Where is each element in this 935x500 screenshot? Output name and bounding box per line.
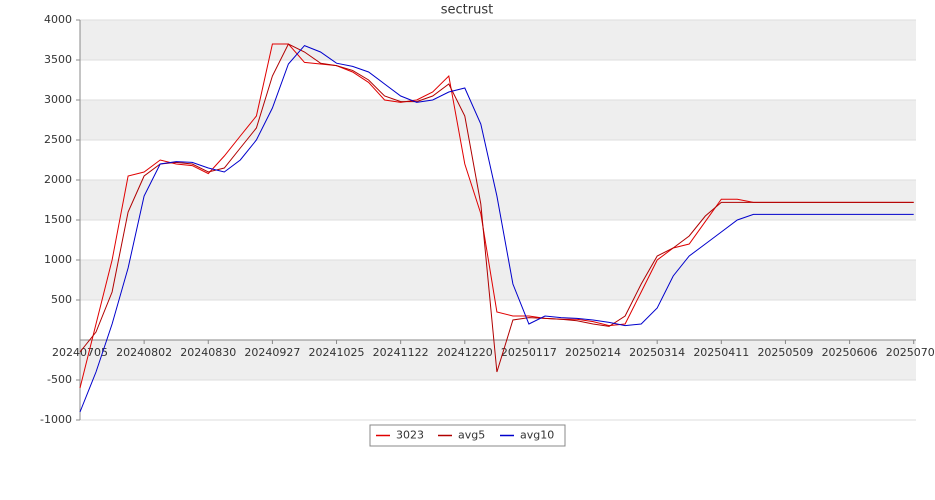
x-tick-label: 20240830: [180, 346, 236, 359]
x-tick-label: 20250411: [693, 346, 749, 359]
grid-band: [80, 340, 916, 380]
legend: 3023 avg5 avg10: [369, 424, 566, 447]
legend-label: avg5: [458, 429, 485, 442]
x-tick-label: 20250314: [629, 346, 685, 359]
series-line: [79, 43, 914, 373]
x-tick-label: 20240802: [116, 346, 172, 359]
grid-band: [80, 260, 916, 300]
y-tick-label: -500: [47, 373, 72, 386]
y-tick-label: 1500: [44, 213, 72, 226]
x-tick-label: 20241220: [437, 346, 493, 359]
y-tick-label: 3500: [44, 53, 72, 66]
x-tick-label: 20250117: [501, 346, 557, 359]
grid-band: [80, 20, 916, 60]
y-tick-label: 4000: [44, 13, 72, 26]
x-tick-label: 20250214: [565, 346, 621, 359]
y-tick-label: 1000: [44, 253, 72, 266]
x-tick-label: 20240927: [244, 346, 300, 359]
x-tick-label: 20250606: [822, 346, 878, 359]
x-tick-label: 20241122: [373, 346, 429, 359]
x-tick-label: 20240705: [52, 346, 108, 359]
y-tick-label: 2500: [44, 133, 72, 146]
legend-box: [369, 424, 566, 447]
chart-title: sectrust: [441, 3, 493, 18]
y-tick-label: -1000: [40, 413, 72, 426]
x-tick-label: 20250704: [886, 346, 935, 359]
grid-band: [80, 100, 916, 140]
x-tick-label: 20241025: [309, 346, 365, 359]
y-tick-label: 2000: [44, 173, 72, 186]
series-line: [79, 45, 914, 413]
y-tick-label: 3000: [44, 93, 72, 106]
legend-label: 3023: [396, 429, 424, 442]
y-tick-label: 500: [51, 293, 72, 306]
legend-label: avg10: [520, 429, 554, 442]
x-tick-label: 20250509: [757, 346, 813, 359]
